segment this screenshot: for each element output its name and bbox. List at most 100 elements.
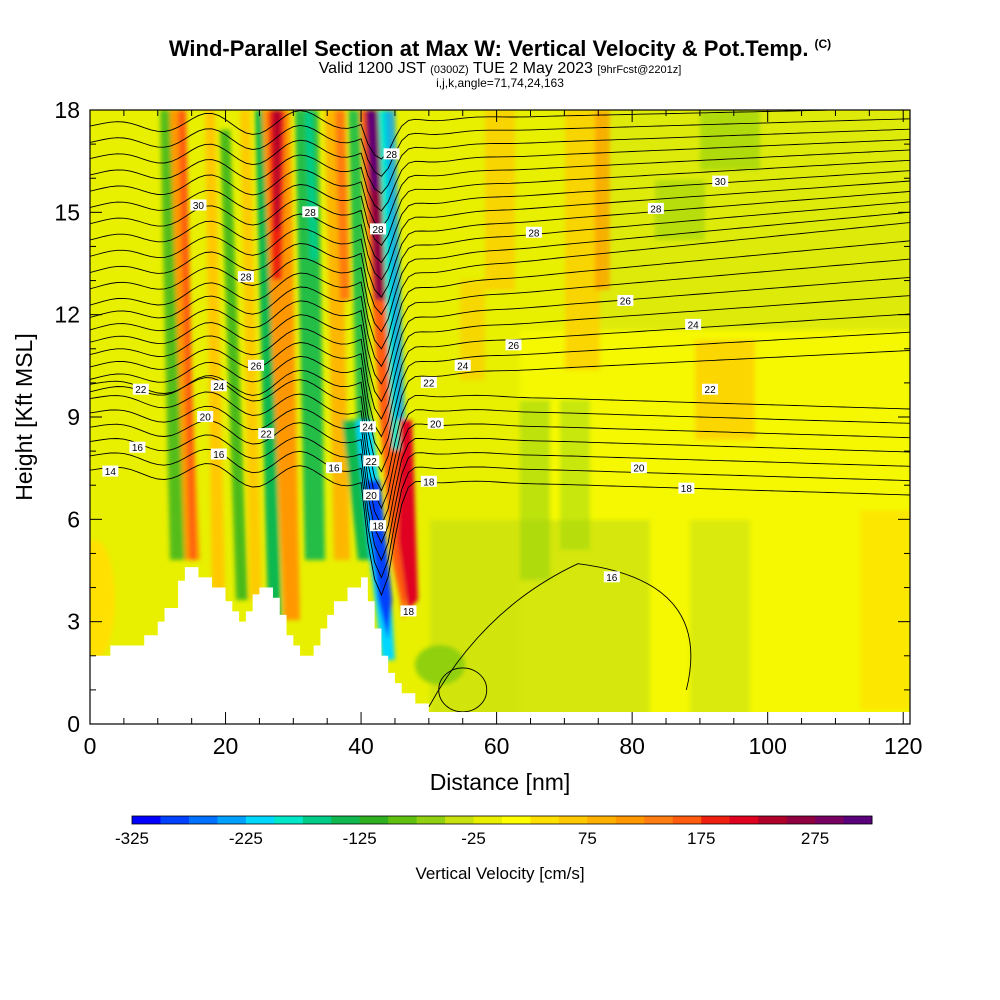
theta-label: 24: [454, 359, 471, 372]
theta-label-text: 22: [366, 457, 378, 468]
field-downdraft: [342, 420, 370, 560]
theta-label-text: 30: [715, 177, 727, 188]
theta-label-bg: [363, 455, 380, 467]
theta-label-text: 18: [681, 484, 693, 495]
y-axis-label: Height [Kft MSL]: [11, 333, 37, 500]
y-axis: 0 3 6 9 12 15 18: [54, 97, 910, 737]
theta-contour-line: [90, 211, 910, 333]
theta-contour-line: [90, 128, 910, 195]
colorbar-swatch: [587, 816, 617, 824]
colorbar-swatch: [644, 816, 674, 824]
colorbar-swatch: [359, 816, 389, 824]
field-patch: [560, 400, 590, 550]
theta-label-text: 24: [213, 382, 225, 393]
x-tick-label: 100: [748, 733, 786, 759]
theta-contour-line: [90, 159, 910, 246]
theta-label-text: 30: [193, 201, 205, 212]
y-tick-label: 15: [54, 199, 80, 225]
theta-label-bg: [678, 482, 695, 494]
theta-label: 18: [370, 520, 387, 533]
theta-label-bg: [197, 411, 214, 422]
theta-contour-line: [90, 110, 858, 160]
theta-label-bg: [383, 148, 400, 160]
theta-contour-line: [90, 190, 910, 298]
colorbar-tick-label: -225: [229, 829, 263, 848]
x-axis: 0 20 40 60 80 100 120: [84, 110, 922, 759]
field-band: [305, 110, 318, 260]
theta-label-bg: [370, 223, 387, 235]
theta-label-bg: [712, 175, 729, 187]
field-patch: [415, 645, 465, 685]
chart-title-text: Wind-Parallel Section at Max W: Vertical…: [168, 36, 809, 61]
field-band: [325, 110, 350, 560]
theta-label-text: 18: [372, 522, 384, 533]
theta-label-bg: [325, 462, 342, 474]
theta-label: 18: [420, 475, 437, 488]
plot-field: 14 16 16 16 18 18 18 16 18 20 20 20 20 22 22 22 22 22 24 24…: [90, 110, 910, 724]
y-tick-label: 12: [54, 302, 80, 328]
y-tick-label: 3: [67, 609, 80, 635]
theta-label-text: 22: [261, 430, 273, 441]
theta-label-bg: [102, 465, 119, 477]
theta-label-text: 26: [508, 341, 520, 352]
theta-label-bg: [617, 295, 634, 307]
field-patch: [520, 400, 550, 580]
colorbar-swatch: [188, 816, 218, 824]
field-patch: [700, 110, 760, 170]
x-tick-label: 40: [348, 733, 374, 759]
colorbar-swatch: [416, 816, 446, 824]
theta-label-bg: [258, 428, 275, 440]
colorbar-swatch: [502, 816, 531, 824]
field-band: [160, 110, 185, 560]
theta-label: 20: [427, 417, 444, 430]
colorbar-swatch: [786, 816, 816, 824]
theta-contour-line: [90, 391, 910, 510]
theta-label-bg: [505, 339, 522, 351]
field-band: [273, 110, 281, 230]
x-tick-label: 80: [619, 733, 645, 759]
theta-label-text: 20: [633, 464, 645, 475]
theta-label-text: 26: [620, 297, 632, 308]
colorbar-swatch: [530, 816, 560, 824]
theta-contour-line: [90, 240, 910, 368]
theta-label-text: 26: [250, 361, 262, 372]
theta-label-bg: [190, 199, 207, 211]
theta-label-bg: [630, 462, 647, 474]
x-tick-label: 0: [84, 733, 97, 759]
theta-contour-line: [90, 434, 910, 562]
theta-label-text: 14: [105, 467, 117, 478]
theta-label-bg: [525, 226, 542, 238]
theta-label-bg: [129, 441, 146, 453]
field-patch: [860, 510, 910, 710]
theta-label-text: 16: [606, 573, 618, 584]
colorbar-swatch: [815, 816, 845, 824]
theta-label-bg: [210, 380, 227, 392]
colorbar-label: Vertical Velocity [cm/s]: [415, 864, 585, 883]
theta-label-text: 18: [423, 477, 435, 488]
theta-label-text: 16: [328, 464, 340, 475]
colorbar-tick-label: -125: [343, 829, 377, 848]
y-tick-label: 9: [67, 404, 80, 430]
theta-label: 28: [302, 206, 319, 219]
chart-valid-time: Valid 1200 JST (0300Z) TUE 2 May 2023 [9…: [0, 60, 1000, 78]
theta-contour-labels: 14 16 16 16 18 18 18 16 18 20 20 20 20 22 22 22 22 22 24 24…: [102, 148, 729, 618]
forecast-label: [9hrFcst@2201z]: [597, 64, 682, 76]
theta-label-text: 24: [457, 361, 469, 372]
theta-label-text: 20: [200, 413, 212, 424]
theta-label-bg: [210, 448, 227, 460]
theta-label-text: 28: [305, 208, 317, 219]
theta-label: 14: [102, 465, 119, 478]
theta-label: 26: [248, 359, 265, 372]
theta-label-text: 28: [650, 204, 662, 215]
colorbar-tick-label: 75: [578, 829, 597, 848]
theta-label-text: 20: [430, 419, 442, 430]
theta-label-bg: [685, 318, 702, 330]
field-patch: [565, 110, 600, 370]
field-downdraft: [385, 110, 405, 420]
theta-label: 26: [505, 339, 522, 352]
valid-date: TUE 2 May 2023: [472, 60, 593, 77]
colorbar-swatch: [302, 816, 332, 824]
theta-label-text: 18: [403, 607, 415, 618]
colorbar-swatch: [245, 816, 275, 824]
